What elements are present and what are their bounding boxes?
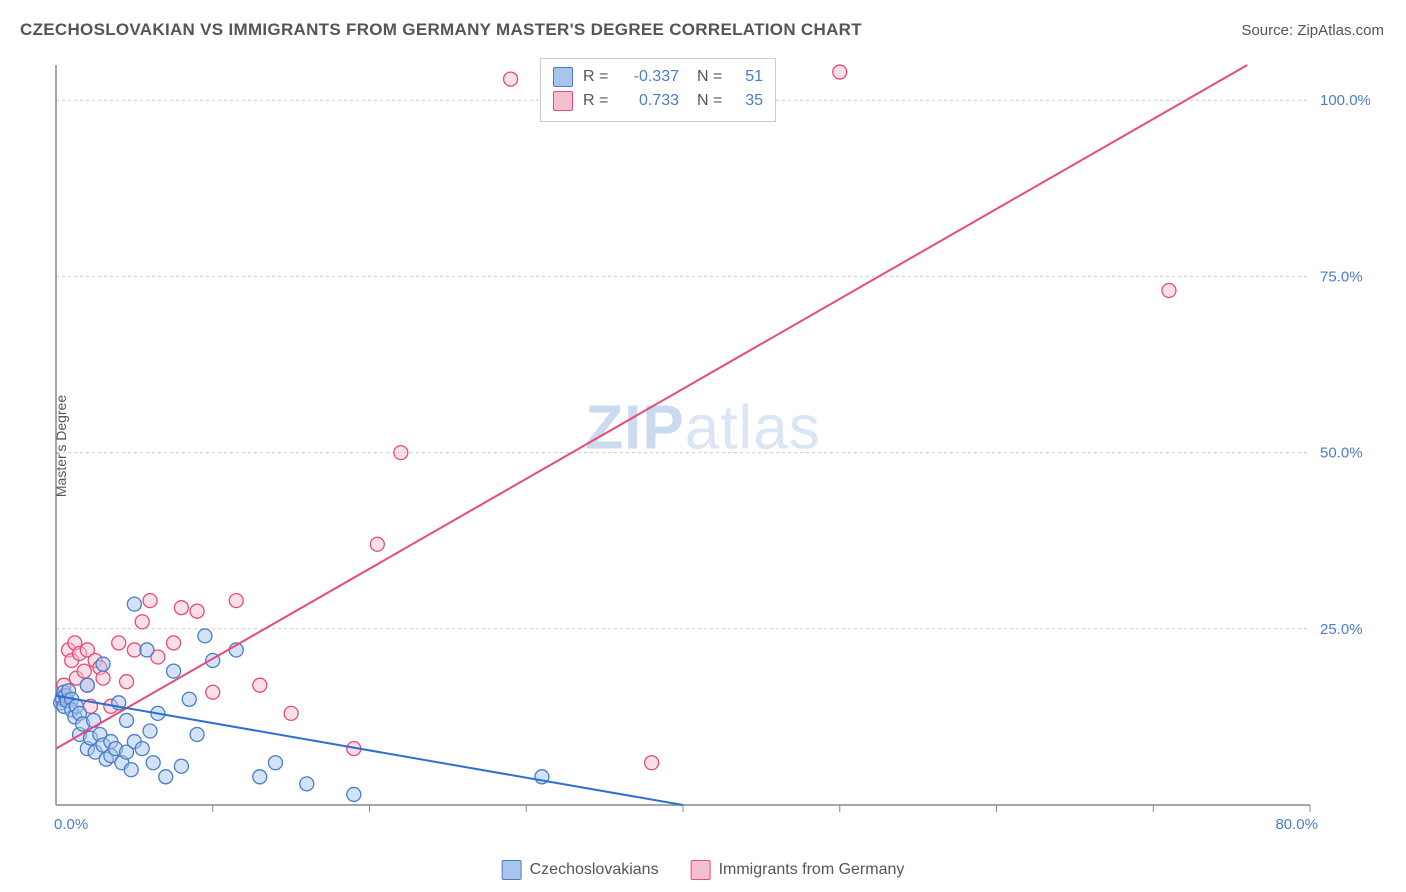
legend-row-series-1: R = 0.733 N = 35 <box>553 89 763 113</box>
r-label: R = <box>583 92 609 110</box>
legend-label-1: Immigrants from Germany <box>719 861 905 879</box>
svg-text:100.0%: 100.0% <box>1320 92 1370 109</box>
source-label: Source: ZipAtlas.com <box>1241 22 1384 39</box>
n-value-1: 35 <box>733 92 763 110</box>
svg-text:0.0%: 0.0% <box>54 816 88 833</box>
svg-text:25.0%: 25.0% <box>1320 621 1363 638</box>
swatch-series-0 <box>553 67 573 87</box>
svg-text:50.0%: 50.0% <box>1320 445 1363 462</box>
swatch-icon <box>502 860 522 880</box>
series-legend: Czechoslovakians Immigrants from Germany <box>502 860 905 880</box>
n-label: N = <box>697 68 723 86</box>
chart-title: CZECHOSLOVAKIAN VS IMMIGRANTS FROM GERMA… <box>20 20 862 40</box>
legend-row-series-0: R = -0.337 N = 51 <box>553 65 763 89</box>
r-value-1: 0.733 <box>619 92 679 110</box>
legend-item-1: Immigrants from Germany <box>691 860 905 880</box>
chart-plot-area: 25.0% 50.0% 75.0% 100.0% 0.0% 80.0% <box>50 55 1370 845</box>
r-value-0: -0.337 <box>619 68 679 86</box>
chart-svg: 25.0% 50.0% 75.0% 100.0% 0.0% 80.0% <box>50 55 1370 845</box>
legend-label-0: Czechoslovakians <box>530 861 659 879</box>
n-label: N = <box>697 92 723 110</box>
swatch-series-1 <box>553 91 573 111</box>
svg-text:80.0%: 80.0% <box>1275 816 1318 833</box>
swatch-icon <box>691 860 711 880</box>
svg-text:75.0%: 75.0% <box>1320 268 1363 285</box>
n-value-0: 51 <box>733 68 763 86</box>
correlation-legend: R = -0.337 N = 51 R = 0.733 N = 35 <box>540 58 776 122</box>
legend-item-0: Czechoslovakians <box>502 860 659 880</box>
r-label: R = <box>583 68 609 86</box>
